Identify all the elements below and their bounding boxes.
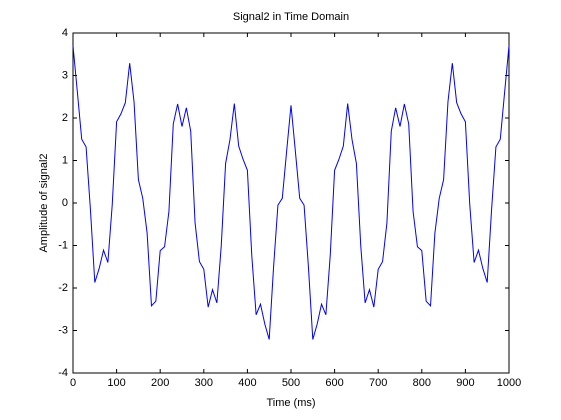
x-tick-label: 600 bbox=[325, 377, 343, 389]
x-axis-label: Time (ms) bbox=[266, 397, 315, 409]
x-tick-label: 800 bbox=[413, 377, 431, 389]
x-tick-label: 100 bbox=[107, 377, 125, 389]
y-tick-label: 0 bbox=[62, 197, 68, 209]
x-tick-label: 400 bbox=[238, 377, 256, 389]
x-tick-label: 200 bbox=[151, 377, 169, 389]
y-tick-label: -4 bbox=[58, 367, 68, 379]
y-tick-label: 3 bbox=[62, 69, 68, 81]
chart-title: Signal2 in Time Domain bbox=[233, 11, 349, 23]
y-tick-label: 4 bbox=[62, 27, 68, 39]
signal-line bbox=[72, 45, 510, 340]
y-tick-label: -1 bbox=[58, 239, 68, 251]
y-tick-label: -2 bbox=[58, 282, 68, 294]
x-tick-label: 900 bbox=[456, 377, 474, 389]
y-tick-label: 2 bbox=[62, 112, 68, 124]
x-tick-label: 700 bbox=[369, 377, 387, 389]
x-tick-label: 300 bbox=[195, 377, 213, 389]
y-tick-label: 1 bbox=[62, 154, 68, 166]
x-tick-label: 1000 bbox=[497, 377, 521, 389]
x-tick-label: 0 bbox=[70, 377, 76, 389]
y-axis-label: Amplitude of signal2 bbox=[38, 153, 50, 252]
x-tick-label: 500 bbox=[282, 377, 300, 389]
y-tick-label: -3 bbox=[58, 324, 68, 336]
